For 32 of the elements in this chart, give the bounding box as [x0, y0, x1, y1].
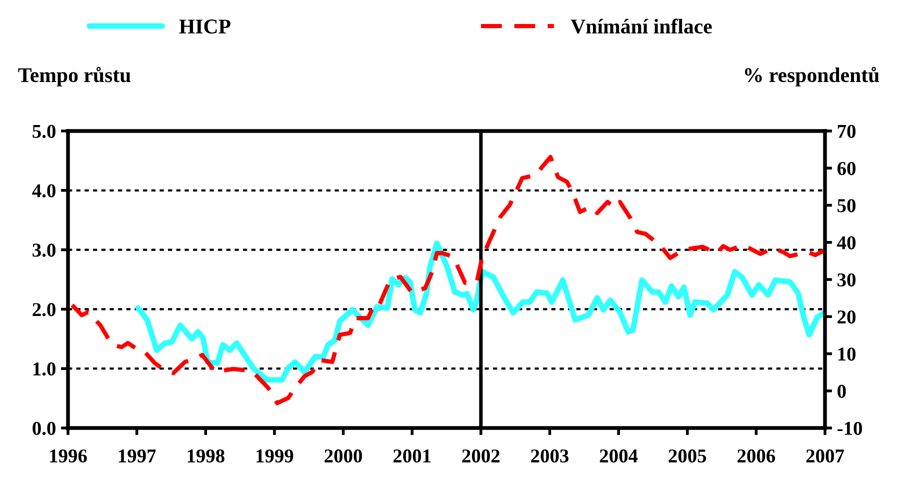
y2-tick-label: 70 [838, 124, 856, 138]
line-series [70, 154, 825, 406]
x-tick-label: 2001 [393, 449, 431, 463]
y2-axis-title: % respondentů [744, 66, 880, 86]
x-tick-label: 2004 [600, 449, 638, 463]
y2-tick-label: 10 [838, 348, 856, 361]
y-axis-title: Tempo růstu [18, 66, 131, 86]
y-tick-label: 1.0 [33, 362, 56, 376]
x-tick-label: 2005 [668, 449, 706, 463]
y-tick-label: 2.0 [32, 303, 56, 316]
x-tick-label: 2007 [806, 449, 844, 463]
y2-tick-label: 40 [837, 236, 856, 250]
y2-tick-label: 20 [838, 310, 856, 324]
legend-label: HICP [179, 20, 230, 34]
x-tick-label: 1999 [256, 449, 294, 463]
x-tick-label: 1997 [118, 449, 156, 463]
x-tick-label: 1998 [188, 449, 224, 463]
x-tick-label: 2000 [324, 449, 362, 463]
y2-tick-label: -10 [838, 422, 862, 435]
y2-tick-label: 50 [838, 199, 856, 212]
x-tick-label: 2002 [462, 449, 500, 463]
y-tick-label: 5.0 [32, 124, 56, 138]
legend-label: Vnímání inflace [570, 18, 712, 34]
y-tick-label: 3.0 [32, 244, 56, 257]
y2-tick-label: 60 [837, 162, 856, 176]
y2-tick-label: 30 [838, 273, 856, 286]
x-tick-label: 2003 [531, 449, 569, 463]
x-tick-label: 1996 [50, 449, 87, 463]
y-tick-label: 4.0 [32, 184, 56, 198]
y-tick-label: 0.0 [32, 422, 56, 436]
y2-tick-label: 0 [838, 384, 846, 398]
x-tick-label: 2006 [738, 449, 776, 463]
